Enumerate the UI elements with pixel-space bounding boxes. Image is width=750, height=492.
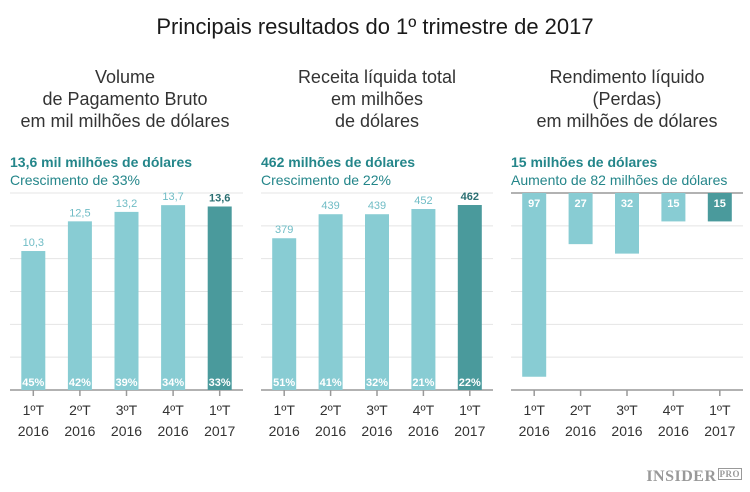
bar-value-label: 439 [321, 200, 339, 212]
x-tick-label: 2016 [269, 423, 300, 439]
x-tick-label: 3ºT [116, 402, 138, 418]
bar-value-label: 32 [621, 198, 633, 210]
bar [161, 205, 186, 390]
x-tick-label: 4ºT [162, 402, 184, 418]
bar [272, 238, 297, 390]
subtitle-line: em milhões de dólares [536, 111, 718, 131]
bar-percent-label: 45% [22, 377, 44, 389]
x-tick-label: 2016 [158, 423, 189, 439]
bar-value-label: 13,6 [209, 192, 230, 204]
x-tick-label: 2016 [64, 423, 95, 439]
bar-percent-label: 34% [162, 377, 184, 389]
bar-percent-label: 39% [115, 377, 137, 389]
x-tick-label: 1ºT [23, 402, 45, 418]
x-tick-label: 4ºT [663, 402, 685, 418]
x-tick-label: 4ºT [413, 402, 435, 418]
panel-3-note: Aumento de 82 milhões de dólares [511, 172, 728, 188]
subtitle-line: de dólares [334, 111, 420, 131]
subtitle-line: Volume [94, 67, 156, 87]
panel-3-subtitle: Rendimento líquido (Perdas) em milhões d… [502, 66, 750, 132]
x-tick-label: 1ºT [209, 402, 231, 418]
x-tick-label: 1ºT [459, 402, 481, 418]
x-tick-label: 2017 [454, 423, 485, 439]
bar-value-label: 379 [275, 224, 293, 236]
x-tick-label: 1ºT [273, 402, 295, 418]
bar [21, 251, 46, 390]
bar [318, 214, 343, 390]
logo-text: INSIDER [646, 468, 717, 485]
bar [615, 193, 639, 254]
x-tick-label: 2016 [565, 423, 596, 439]
x-tick-label: 2016 [361, 423, 392, 439]
bar-value-label: 15 [714, 198, 726, 210]
x-tick-label: 2017 [204, 423, 235, 439]
bar [707, 193, 732, 222]
bar [114, 211, 139, 390]
panel-1-note: Crescimento de 33% [10, 172, 140, 188]
x-tick-label: 2016 [658, 423, 689, 439]
bar-percent-label: 33% [209, 377, 231, 389]
insider-pro-logo: INSIDER PRO [646, 468, 742, 486]
bar-value-label: 462 [461, 191, 479, 203]
bar [411, 209, 436, 390]
x-tick-label: 2016 [18, 423, 49, 439]
bar-value-label: 27 [574, 198, 586, 210]
panel-1-headline: 13,6 mil milhões de dólares [10, 154, 193, 170]
bar-value-label: 97 [528, 198, 540, 210]
panel-2-subtitle: Receita líquida total em milhões de dóla… [252, 66, 502, 132]
panel-1-subtitle: Volume de Pagamento Bruto em mil milhões… [0, 66, 250, 132]
bar [365, 214, 389, 390]
subtitle-line: Rendimento líquido [549, 67, 705, 87]
bar-percent-label: 42% [69, 377, 91, 389]
bar-value-label: 15 [667, 198, 679, 210]
bar [457, 205, 482, 390]
bar-percent-label: 32% [366, 377, 388, 389]
panel-2-headline: 462 milhões de dólares [261, 154, 416, 170]
chart-title: Principais resultados do 1º trimestre de… [156, 14, 594, 39]
x-tick-label: 1ºT [523, 402, 545, 418]
bar-value-label: 10,3 [23, 237, 44, 249]
bar-value-label: 439 [368, 200, 386, 212]
x-tick-label: 2016 [611, 423, 642, 439]
x-tick-label: 3ºT [366, 402, 388, 418]
bar-percent-label: 21% [412, 377, 434, 389]
x-tick-label: 2ºT [570, 402, 592, 418]
bar [207, 206, 232, 390]
bar-percent-label: 51% [273, 377, 295, 389]
bar-percent-label: 22% [459, 377, 481, 389]
bar-percent-label: 41% [320, 377, 342, 389]
subtitle-line: em mil milhões de dólares [20, 111, 230, 131]
subtitle-line: Receita líquida total [297, 67, 457, 87]
x-tick-label: 2ºT [320, 402, 342, 418]
panel-3-headline: 15 milhões de dólares [511, 154, 658, 170]
x-tick-label: 2016 [519, 423, 550, 439]
bar [568, 193, 593, 245]
x-tick-label: 2016 [408, 423, 439, 439]
bar-value-label: 452 [414, 195, 432, 207]
subtitle-line: em milhões [330, 89, 424, 109]
logo-suffix: PRO [717, 468, 742, 480]
bar-value-label: 13,2 [116, 198, 137, 210]
bar [661, 193, 686, 222]
bar [67, 221, 92, 390]
subtitle-line: de Pagamento Bruto [42, 89, 208, 109]
bar [522, 193, 547, 377]
x-tick-label: 2016 [111, 423, 142, 439]
bar-value-label: 12,5 [69, 207, 90, 219]
x-tick-label: 1ºT [709, 402, 731, 418]
x-tick-label: 3ºT [616, 402, 638, 418]
x-tick-label: 2017 [704, 423, 735, 439]
bar-value-label: 13,7 [162, 191, 183, 203]
x-tick-label: 2ºT [69, 402, 91, 418]
x-tick-label: 2016 [315, 423, 346, 439]
panel-2-note: Crescimento de 22% [261, 172, 391, 188]
subtitle-line: (Perdas) [592, 89, 662, 109]
